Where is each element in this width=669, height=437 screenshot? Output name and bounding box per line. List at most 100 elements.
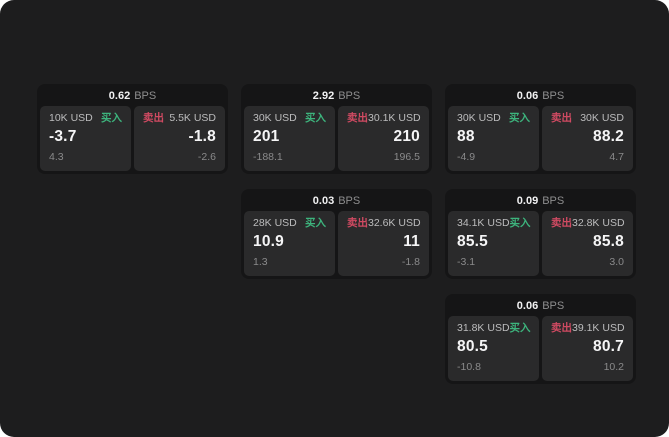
bps-value: 0.62: [108, 90, 131, 102]
sell-amount: 32.6K USD: [368, 217, 421, 229]
buy-panel-top: 31.8K USD 买入: [457, 322, 531, 335]
buy-price: 80.5: [457, 337, 488, 355]
buy-price: -3.7: [49, 127, 77, 145]
quote-panels: 30K USD 买入 88 -4.9 卖出 30K USD 88.2 4.7: [448, 106, 633, 171]
buy-side-label: 买入: [509, 322, 531, 334]
quote-panels: 34.1K USD 买入 85.5 -3.1 卖出 32.8K USD 85.8…: [448, 211, 633, 276]
buy-panel-top: 30K USD 买入: [457, 112, 530, 125]
bps-unit-label: BPS: [542, 90, 565, 102]
buy-sub-value: -3.1: [457, 256, 476, 269]
sell-price: 11: [403, 232, 420, 250]
bps-header: 2.92 BPS: [244, 87, 429, 106]
sell-price: 88.2: [593, 127, 624, 145]
sell-price: 210: [393, 127, 420, 145]
quote-card: 2.92 BPS 30K USD 买入 201 -188.1 卖出 30.1K …: [241, 84, 432, 174]
bps-header: 0.03 BPS: [244, 192, 429, 211]
sell-sub-value: 4.7: [609, 151, 624, 164]
buy-sub-value: -10.8: [457, 361, 481, 374]
buy-side-label: 买入: [305, 112, 326, 124]
buy-panel-top: 28K USD 买入: [253, 217, 326, 230]
sell-sub-value: -2.6: [197, 151, 216, 164]
buy-amount: 34.1K USD: [457, 217, 510, 229]
sell-amount: 5.5K USD: [169, 112, 216, 124]
quote-card: 0.03 BPS 28K USD 买入 10.9 1.3 卖出 32.6K US…: [241, 189, 432, 279]
buy-quote-panel[interactable]: 28K USD 买入 10.9 1.3: [244, 211, 335, 276]
sell-side-label: 卖出: [347, 112, 368, 124]
buy-side-label: 买入: [509, 112, 530, 124]
sell-panel-top: 卖出 30K USD: [551, 112, 624, 125]
buy-side-label: 买入: [101, 112, 122, 124]
quote-card-grid: 0.62 BPS 10K USD 买入 -3.7 4.3 卖出 5.5K USD…: [37, 84, 636, 384]
bps-value: 0.09: [516, 195, 539, 207]
sell-sub-value: -1.8: [401, 256, 420, 269]
buy-panel-top: 34.1K USD 买入: [457, 217, 531, 230]
sell-sub-value: 196.5: [393, 151, 420, 164]
sell-quote-panel[interactable]: 卖出 39.1K USD 80.7 10.2: [542, 316, 633, 381]
buy-quote-panel[interactable]: 10K USD 买入 -3.7 4.3: [40, 106, 131, 171]
quote-card: 0.62 BPS 10K USD 买入 -3.7 4.3 卖出 5.5K USD…: [37, 84, 228, 174]
bps-unit-label: BPS: [542, 195, 565, 207]
buy-panel-top: 30K USD 买入: [253, 112, 326, 125]
buy-price: 85.5: [457, 232, 488, 250]
sell-price: 85.8: [593, 232, 624, 250]
quote-card: 0.09 BPS 34.1K USD 买入 85.5 -3.1 卖出 32.8K…: [445, 189, 636, 279]
quote-panels: 28K USD 买入 10.9 1.3 卖出 32.6K USD 11 -1.8: [244, 211, 429, 276]
buy-amount: 30K USD: [253, 112, 297, 124]
bps-unit-label: BPS: [338, 90, 361, 102]
sell-panel-top: 卖出 30.1K USD: [347, 112, 421, 125]
bps-header: 0.06 BPS: [448, 87, 633, 106]
bps-header: 0.06 BPS: [448, 297, 633, 316]
buy-amount: 30K USD: [457, 112, 501, 124]
sell-amount: 32.8K USD: [572, 217, 625, 229]
bps-value: 0.03: [312, 195, 335, 207]
sell-side-label: 卖出: [143, 112, 164, 124]
buy-price: 88: [457, 127, 475, 145]
buy-amount: 10K USD: [49, 112, 93, 124]
buy-price: 10.9: [253, 232, 284, 250]
bps-value: 0.06: [516, 90, 539, 102]
buy-price: 201: [253, 127, 280, 145]
buy-side-label: 买入: [305, 217, 326, 229]
sell-quote-panel[interactable]: 卖出 32.8K USD 85.8 3.0: [542, 211, 633, 276]
quote-panels: 30K USD 买入 201 -188.1 卖出 30.1K USD 210 1…: [244, 106, 429, 171]
buy-quote-panel[interactable]: 31.8K USD 买入 80.5 -10.8: [448, 316, 539, 381]
sell-side-label: 卖出: [551, 112, 572, 124]
bps-header: 0.62 BPS: [40, 87, 225, 106]
sell-sub-value: 10.2: [603, 361, 624, 374]
sell-amount: 30K USD: [580, 112, 624, 124]
sell-price: -1.8: [188, 127, 216, 145]
sell-quote-panel[interactable]: 卖出 30.1K USD 210 196.5: [338, 106, 429, 171]
quote-panels: 31.8K USD 买入 80.5 -10.8 卖出 39.1K USD 80.…: [448, 316, 633, 381]
sell-side-label: 卖出: [347, 217, 368, 229]
buy-amount: 31.8K USD: [457, 322, 510, 334]
bps-value: 2.92: [312, 90, 335, 102]
buy-quote-panel[interactable]: 34.1K USD 买入 85.5 -3.1: [448, 211, 539, 276]
quote-card: 0.06 BPS 30K USD 买入 88 -4.9 卖出 30K USD 8…: [445, 84, 636, 174]
buy-sub-value: 1.3: [253, 256, 268, 269]
buy-quote-panel[interactable]: 30K USD 买入 88 -4.9: [448, 106, 539, 171]
buy-amount: 28K USD: [253, 217, 297, 229]
sell-sub-value: 3.0: [609, 256, 624, 269]
bps-unit-label: BPS: [338, 195, 361, 207]
buy-panel-top: 10K USD 买入: [49, 112, 122, 125]
sell-price: 80.7: [593, 337, 624, 355]
buy-quote-panel[interactable]: 30K USD 买入 201 -188.1: [244, 106, 335, 171]
sell-amount: 30.1K USD: [368, 112, 421, 124]
bps-unit-label: BPS: [542, 300, 565, 312]
quote-card: 0.06 BPS 31.8K USD 买入 80.5 -10.8 卖出 39.1…: [445, 294, 636, 384]
sell-panel-top: 卖出 5.5K USD: [143, 112, 216, 125]
sell-quote-panel[interactable]: 卖出 30K USD 88.2 4.7: [542, 106, 633, 171]
sell-side-label: 卖出: [551, 322, 572, 334]
buy-side-label: 买入: [509, 217, 531, 229]
sell-amount: 39.1K USD: [572, 322, 625, 334]
sell-quote-panel[interactable]: 卖出 5.5K USD -1.8 -2.6: [134, 106, 225, 171]
buy-sub-value: 4.3: [49, 151, 64, 164]
buy-sub-value: -4.9: [457, 151, 476, 164]
sell-panel-top: 卖出 32.8K USD: [551, 217, 625, 230]
sell-side-label: 卖出: [551, 217, 572, 229]
sell-panel-top: 卖出 32.6K USD: [347, 217, 421, 230]
sell-quote-panel[interactable]: 卖出 32.6K USD 11 -1.8: [338, 211, 429, 276]
bps-header: 0.09 BPS: [448, 192, 633, 211]
bps-unit-label: BPS: [134, 90, 157, 102]
